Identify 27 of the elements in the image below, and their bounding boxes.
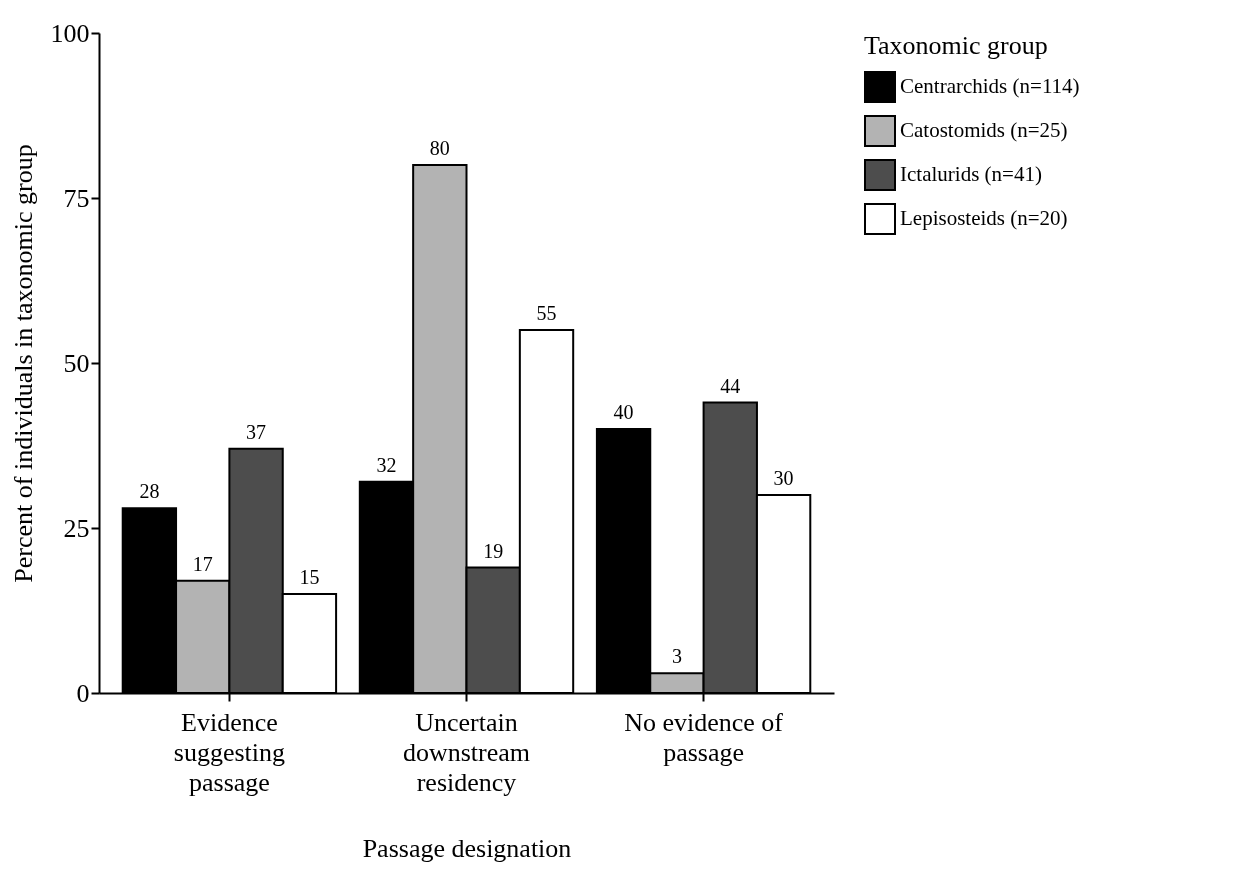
- legend-label: Ictalurids (n=41): [900, 162, 1042, 186]
- data-label: 80: [429, 137, 450, 159]
- x-tick-label: No evidence of passage: [624, 707, 784, 767]
- data-label: 15: [299, 566, 320, 588]
- legend-label: Centrarchids (n=114): [900, 74, 1080, 98]
- data-label: 3: [671, 645, 682, 668]
- data-label: 28: [139, 480, 160, 503]
- y-tick-label: 25: [63, 513, 90, 543]
- data-label: 19: [483, 539, 504, 562]
- x-axis-title: Passage designation: [362, 833, 572, 863]
- data-label: 55: [536, 302, 557, 324]
- data-label: 17: [192, 552, 213, 575]
- x-tick-label: Uncertain downstream residency: [402, 707, 531, 797]
- legend-label: Lepisosteids (n=20): [900, 206, 1068, 230]
- y-tick-label: 75: [63, 183, 90, 213]
- data-label: 30: [773, 467, 794, 489]
- data-label: 37: [246, 420, 267, 443]
- data-label: 44: [720, 374, 741, 397]
- y-tick-label: 0: [76, 678, 90, 708]
- data-label: 32: [376, 453, 397, 476]
- legend-label: Catostomids (n=25): [900, 118, 1068, 142]
- y-tick-label: 50: [63, 348, 90, 378]
- data-label: 40: [613, 401, 634, 423]
- y-tick-label: 100: [50, 18, 90, 48]
- y-axis-title: Percent of individuals in taxonomic group: [8, 144, 38, 583]
- x-tick-label: Evidence suggesting passage: [173, 707, 286, 797]
- legend-title: Taxonomic group: [864, 31, 1048, 60]
